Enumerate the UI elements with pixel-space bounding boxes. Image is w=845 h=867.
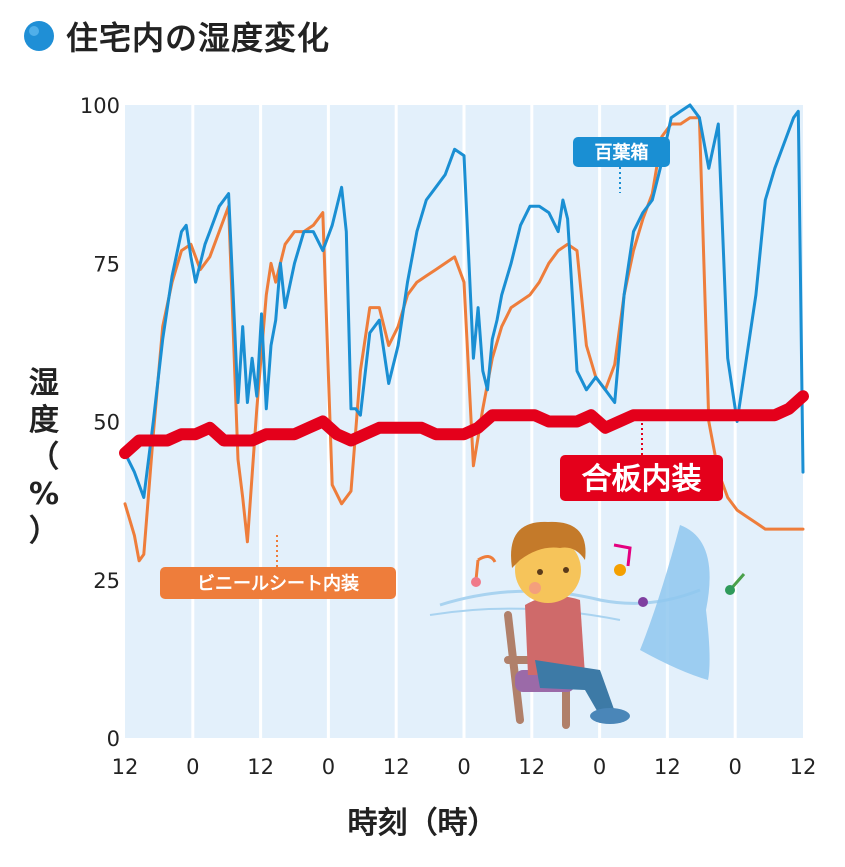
x-tick-label: 0 [186, 755, 199, 779]
x-tick-label: 12 [383, 755, 410, 779]
x-tick-label: 0 [729, 755, 742, 779]
breeze-line [429, 607, 621, 621]
child-cheek [529, 582, 541, 594]
x-tick-label: 0 [322, 755, 335, 779]
annotation-plywood: 合板内装 [560, 420, 723, 501]
music-note-icon [638, 597, 648, 607]
music-note-icon [613, 543, 632, 567]
annotation-vinyl-text: ビニールシート内装 [197, 572, 359, 594]
x-tick-label: 12 [112, 755, 139, 779]
series-vinyl-line [123, 116, 805, 563]
y-axis-label: 湿度（%） [28, 366, 60, 549]
music-note-icon [614, 564, 626, 576]
x-tick-label: 0 [593, 755, 606, 779]
x-tick-label: 12 [247, 755, 274, 779]
x-tick-label: 12 [790, 755, 817, 779]
annotation-vinyl-box [160, 567, 396, 599]
annotation-hyakuyobako-box [573, 137, 670, 167]
y-tick-label: 0 [107, 727, 120, 751]
child-eye [537, 569, 543, 575]
annotation-plywood-text: 合板内装 [582, 462, 702, 497]
title-dot-icon [24, 21, 54, 51]
curtain-shape [640, 525, 710, 680]
child-shirt [525, 596, 585, 675]
x-tick-label: 12 [654, 755, 681, 779]
series-hyakuyobako-line [123, 103, 805, 499]
chart-title: 住宅内の湿度変化 [22, 12, 330, 60]
child-hair [511, 521, 586, 568]
music-note-icon [471, 577, 481, 587]
child-eye [563, 567, 569, 573]
y-tick-label: 75 [93, 252, 120, 276]
music-note-icon [474, 555, 497, 581]
child-illustration [429, 521, 746, 729]
x-tick-label: 12 [518, 755, 545, 779]
x-axis-label: 時刻（時） [347, 806, 498, 841]
y-tick-label: 25 [93, 569, 120, 593]
annotation-hyakuyobako-text: 百葉箱 [595, 141, 649, 163]
x-tick-label: 0 [457, 755, 470, 779]
annotation-plywood-box [560, 455, 723, 501]
annotation-vinyl: ビニールシート内装 [160, 535, 396, 599]
chart-title-text: 住宅内の湿度変化 [66, 19, 331, 57]
series-plywood-line [119, 390, 809, 460]
child-pants [535, 660, 615, 716]
y-tick-label: 50 [93, 411, 120, 435]
annotation-hyakuyobako: 百葉箱 [573, 137, 670, 193]
child-shoe [590, 708, 630, 724]
music-note-icon [725, 585, 735, 595]
y-tick-label: 100 [80, 94, 120, 118]
